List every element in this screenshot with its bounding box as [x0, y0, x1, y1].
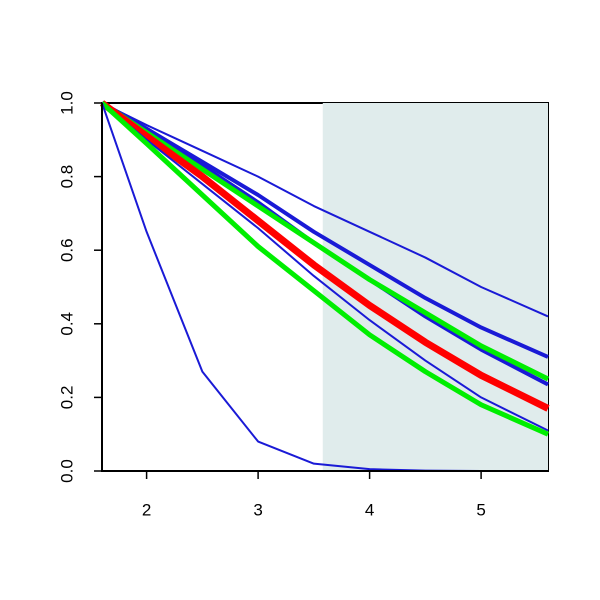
line-series	[101, 102, 549, 432]
y-tick-label: 0.8	[57, 165, 76, 189]
y-tick-label: 0.0	[57, 459, 76, 483]
x-tick-label: 3	[253, 500, 262, 519]
y-tick-label: 0.2	[57, 386, 76, 410]
shaded-region	[322, 103, 548, 471]
y-tick-label: 0.6	[57, 238, 76, 262]
x-tick-label: 5	[476, 500, 485, 519]
line-series	[100, 100, 550, 382]
line-series	[100, 101, 550, 437]
x-tick-label: 2	[142, 500, 151, 519]
y-tick-label: 0.4	[57, 312, 76, 336]
line-series	[101, 102, 549, 318]
y-tick-label: 1.0	[57, 91, 76, 115]
line-series	[99, 100, 550, 412]
x-tick-label: 4	[365, 500, 374, 519]
